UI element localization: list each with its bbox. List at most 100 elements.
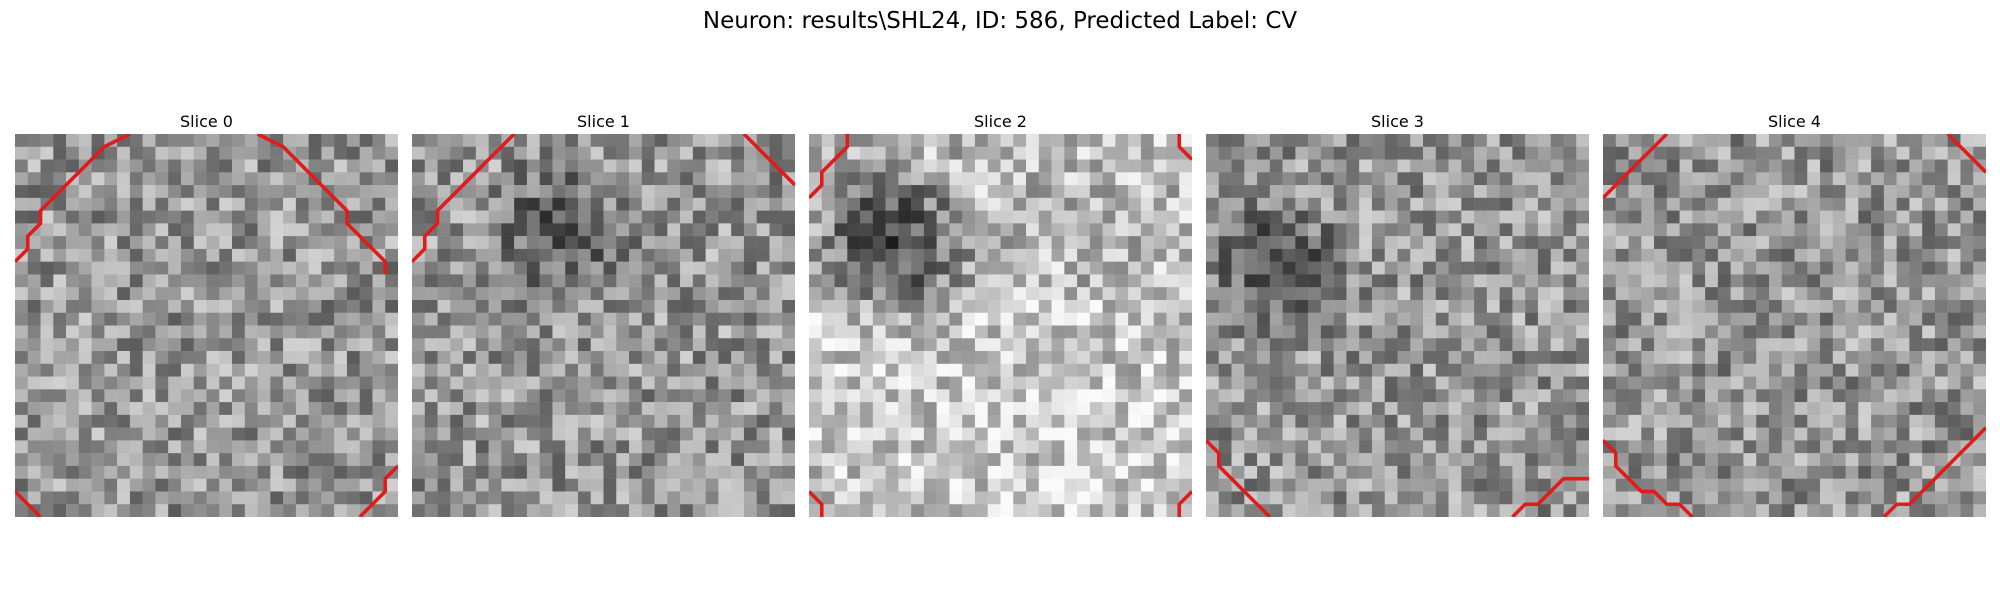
pixel [1461,389,1475,403]
pixel [539,172,553,186]
pixel [283,440,297,454]
pixel [847,223,861,237]
pixel [1051,172,1065,186]
pixel [129,197,143,211]
pixel [1705,465,1719,479]
pixel [743,287,757,301]
pixel [1153,338,1167,352]
pixel [923,223,937,237]
pixel [450,427,464,441]
pixel [1666,453,1680,467]
pixel [1525,491,1539,505]
pixel [321,210,335,224]
pixel [91,223,105,237]
pixel [66,197,80,211]
pixel [1794,299,1808,313]
pixel [295,223,309,237]
pixel [834,414,848,428]
pixel [206,478,220,492]
pixel [565,491,579,505]
pixel [142,363,156,377]
pixel [1883,312,1897,326]
pixel [1896,363,1910,377]
pixel [616,427,630,441]
pixel [1615,325,1629,339]
pixel [180,197,194,211]
pixel [1794,491,1808,505]
pixel [1026,274,1040,288]
pixel [1013,389,1027,403]
pixel [27,465,41,479]
pixel [1320,159,1334,173]
pixel [244,223,258,237]
pixel [1269,197,1283,211]
pixel [257,351,271,365]
pixel [1960,210,1974,224]
pixel [1679,363,1693,377]
pixel [334,465,348,479]
pixel [372,338,386,352]
pixel [1705,197,1719,211]
pixel [437,274,451,288]
pixel [1692,274,1706,288]
pixel [936,159,950,173]
pixel [53,440,67,454]
pixel [1038,223,1052,237]
pixel [27,236,41,250]
pixel [1947,312,1961,326]
pixel [1820,389,1834,403]
pixel [1089,402,1103,416]
pixel [244,134,258,148]
pixel [1679,134,1693,148]
pixel [1077,172,1091,186]
pixel [552,389,566,403]
pixel [1013,287,1027,301]
pixel [1794,236,1808,250]
pixel [616,363,630,377]
pixel [53,146,67,160]
pixel [743,504,757,517]
pixel [424,274,438,288]
pixel [1768,427,1782,441]
pixel [860,134,874,148]
pixel [501,465,515,479]
pixel [1244,427,1258,441]
pixel [590,312,604,326]
pixel [437,287,451,301]
pixel [463,478,477,492]
pixel [129,453,143,467]
pixel [1359,248,1373,262]
pixel [1743,248,1757,262]
pixel [885,274,899,288]
pixel [1896,146,1910,160]
pixel [359,248,373,262]
pixel [321,402,335,416]
pixel [1807,223,1821,237]
pixel [1525,223,1539,237]
pixel [731,236,745,250]
pixel [53,478,67,492]
pixel [53,465,67,479]
pixel [283,376,297,390]
pixel [692,440,706,454]
pixel [1705,478,1719,492]
pixel [539,363,553,377]
pixel [1960,299,1974,313]
pixel [1679,146,1693,160]
pixel [1692,389,1706,403]
pixel [1166,389,1180,403]
pixel [334,159,348,173]
pixel [91,440,105,454]
pixel [1654,376,1668,390]
pixel [1705,376,1719,390]
pixel [1038,287,1052,301]
pixel [412,146,426,160]
pixel [155,223,169,237]
pixel [974,465,988,479]
pixel [1947,172,1961,186]
pixel [1486,236,1500,250]
pixel [1013,134,1027,148]
pixel [539,248,553,262]
pixel [1026,299,1040,313]
pixel [129,478,143,492]
